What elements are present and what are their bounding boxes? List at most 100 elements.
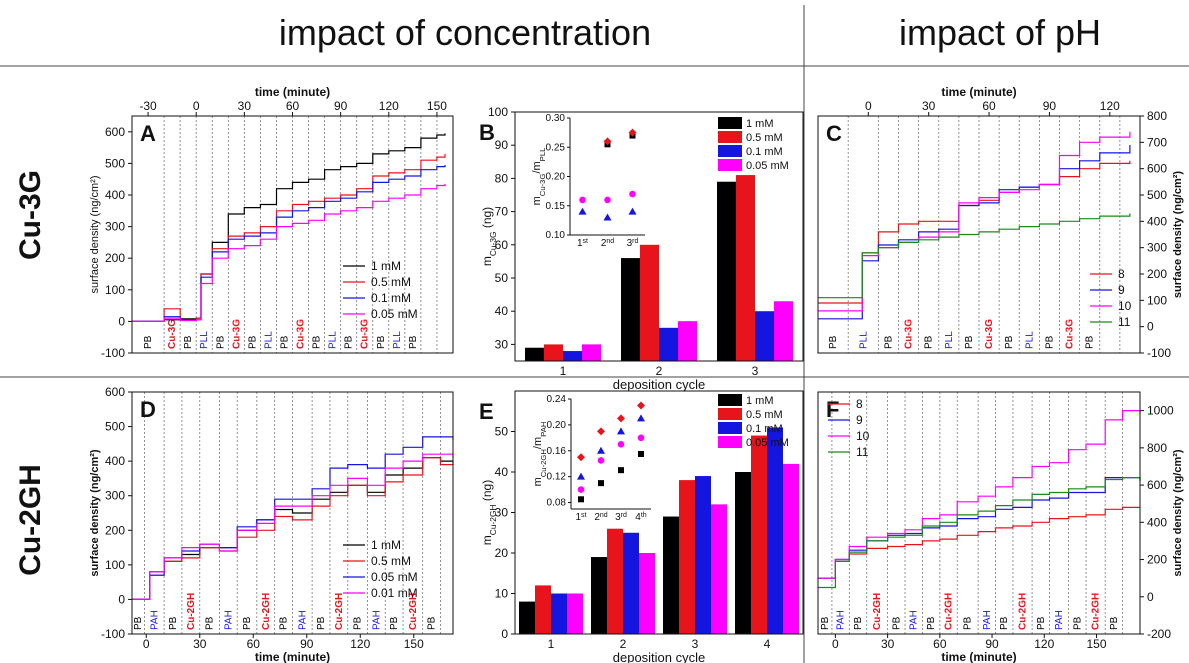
panel-label: A [140, 121, 156, 146]
header-ph: impact of pH [899, 12, 1101, 53]
phase-label: PB [853, 616, 864, 630]
legend-label: 1 mM [746, 118, 774, 130]
inset-marker-square [598, 480, 604, 487]
inset-chart: 0.10 0.15 0.20 0.25 0.30 1st 2nd 3rd mCu-3G/mPLL [531, 113, 645, 249]
y-tick-label: 200 [105, 523, 125, 537]
x-tick-label: 3 [752, 364, 759, 378]
x-tick-label: 90 [300, 637, 314, 651]
phase-label: PAH [149, 610, 160, 630]
y-tick-label: 600 [105, 385, 125, 399]
legend-label: 8 [1118, 267, 1125, 281]
x-tick-label: 120 [379, 99, 399, 113]
x-axis-title: deposition cycle [613, 650, 706, 663]
phase-label: PAH [982, 610, 993, 630]
series-line-3 [132, 453, 454, 601]
phase-label: PAH [909, 610, 920, 630]
y-tick-label: 0 [501, 627, 508, 641]
x-axis-title: time (minute) [941, 650, 1016, 663]
y-tick-label: 0 [118, 592, 125, 606]
x-tick-label: 30 [193, 637, 207, 651]
inset-y-tick-label: 0.10 [546, 230, 566, 241]
chart-f: PB PAH PB Cu-2GH PB PAH PB Cu-2GH PB PAH PB Cu-2GH P… [817, 391, 1184, 663]
y-tick-label: 500 [105, 420, 125, 434]
legend-label: 9 [1118, 283, 1125, 297]
y-tick-label: 50 [495, 425, 509, 439]
inset-marker-triangle [637, 414, 645, 422]
inset-x-tick-label: 3rd [627, 238, 639, 250]
y-tick-label: 300 [105, 220, 125, 234]
x-tick-label: 30 [881, 637, 895, 651]
inset-y-tick-label: 0.15 [546, 201, 566, 212]
phase-label: PB [376, 335, 387, 349]
series-line-2 [818, 131, 1131, 312]
inset-marker-square [578, 496, 584, 503]
y-tick-label: 40 [495, 465, 509, 479]
legend-swatch [718, 422, 742, 434]
phase-label: Cu-2GH [872, 593, 883, 630]
inset-marker-triangle [597, 446, 605, 454]
x-tick-label: 1 [548, 637, 555, 651]
x-tick-label: 0 [143, 637, 150, 651]
bar-magenta [582, 344, 601, 361]
plot-frame [131, 391, 454, 635]
y-tick-label: 700 [1147, 135, 1167, 149]
phase-label: PLL [1024, 331, 1035, 349]
phase-label: PB [926, 616, 937, 630]
plot-frame [514, 111, 804, 362]
series-line-0 [818, 160, 1131, 304]
legend-label: 1 mM [371, 538, 401, 552]
legend-label: 0.1 mM [746, 423, 783, 435]
phase-label: PB [1072, 616, 1083, 630]
series-line-3 [818, 477, 1141, 589]
x-tick-label: 60 [933, 637, 947, 651]
y-tick-label: 600 [1147, 478, 1167, 492]
inset-x-tick-label: 1st [577, 238, 588, 250]
y-tick-label: 500 [1147, 188, 1167, 202]
bar-magenta [774, 301, 793, 361]
inset-y-tick-label: 0.08 [547, 498, 567, 509]
phase-label: PB [344, 335, 355, 349]
inset-marker-triangle [578, 207, 587, 215]
x-tick-label: 30 [238, 99, 252, 113]
bar-blue [767, 427, 783, 634]
phase-label: Cu-3G [1065, 319, 1076, 349]
bar-magenta [678, 321, 697, 361]
x-tick-label: 1 [560, 364, 567, 378]
phase-label: PLL [392, 331, 403, 349]
y-tick-label: 400 [1147, 515, 1167, 529]
legend-swatch [718, 408, 742, 420]
phase-label: PB [408, 335, 419, 349]
phase-label: PB [1044, 335, 1055, 349]
x-tick-label: 2 [656, 364, 663, 378]
legend-label: 9 [856, 413, 863, 427]
y-tick-label: 20 [495, 546, 509, 560]
y-tick-label: 300 [105, 489, 125, 503]
bar-black [525, 347, 544, 361]
bar-magenta [567, 593, 583, 634]
y-tick-label: 800 [1147, 441, 1167, 455]
y-tick-label: 10 [495, 587, 509, 601]
y-tick-label: -100 [101, 627, 125, 641]
inset-y-tick-label: 0.20 [547, 420, 567, 431]
inset-y-tick-label: 0.30 [546, 113, 566, 124]
phase-label: Cu-2GH [944, 593, 955, 630]
phase-label: PB [999, 616, 1010, 630]
y-tick-label: 400 [105, 454, 125, 468]
y-tick-label: 200 [105, 251, 125, 265]
phase-label: PB [964, 335, 975, 349]
x-tick-label: 4 [764, 637, 771, 651]
y-axis-title: surface density (ng/cm²) [89, 449, 101, 576]
phase-label: Cu-3G [984, 319, 995, 349]
inset-marker-diamond [577, 453, 585, 462]
legend-label: 10 [1118, 299, 1132, 313]
phase-label: PB [205, 616, 216, 630]
series-line-3 [132, 183, 446, 322]
inset-marker-diamond [628, 128, 637, 137]
panel-label: E [479, 399, 494, 424]
y-tick-label: 60 [495, 238, 509, 252]
legend-label: 10 [856, 429, 870, 443]
header-concentration: impact of concentration [279, 12, 651, 53]
chart-d: PB PAH PB Cu-2GH PB PAH PB Cu-2GH PB PAH PB Cu-2GH P… [89, 385, 454, 663]
phase-label: PAH [1054, 610, 1065, 630]
